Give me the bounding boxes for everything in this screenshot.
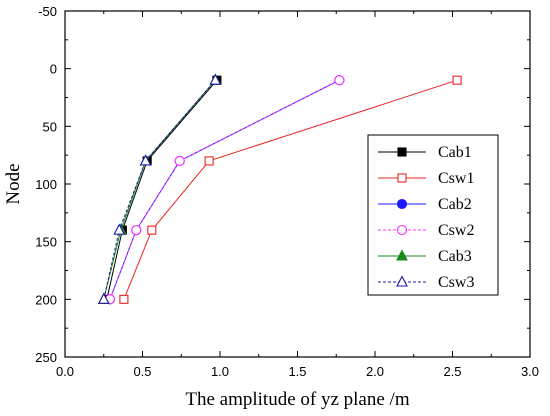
data-point-csw3 [209, 73, 222, 85]
plot-frame [64, 10, 531, 358]
x-tick-label: 0.0 [56, 364, 74, 379]
series-cab3 [97, 73, 222, 304]
y-tick-label: -50 [38, 4, 57, 19]
legend-label: Cab3 [438, 248, 472, 265]
series-line-csw3 [103, 79, 216, 300]
legend-item-csw1: Csw1 [378, 170, 474, 187]
y-tick-label: 150 [35, 235, 57, 250]
series-line-csw2 [109, 79, 340, 300]
x-tick-label: 3.0 [521, 364, 539, 379]
series-csw1 [119, 75, 462, 304]
data-point-csw3 [113, 223, 126, 235]
legend-marker [397, 147, 407, 157]
legend-marker [396, 224, 408, 236]
series-line-csw1 [123, 79, 458, 300]
data-point-csw1 [147, 225, 157, 235]
x-tick-label: 0.5 [133, 364, 151, 379]
x-tick-label: 1.0 [211, 364, 229, 379]
legend-item-cab1: Cab1 [378, 144, 472, 161]
data-point-csw1 [452, 75, 462, 85]
x-axis-title: The amplitude of yz plane /m [185, 389, 409, 410]
data-point-csw1 [204, 156, 214, 166]
series-cab2 [104, 75, 345, 305]
y-tick-label: 100 [35, 177, 57, 192]
x-tick-label: 2.0 [366, 364, 384, 379]
series-csw2 [104, 75, 345, 305]
legend-label: Csw3 [438, 274, 474, 291]
series-csw3 [97, 73, 222, 304]
legend-item-csw2: Csw2 [378, 222, 474, 239]
legend-marker [396, 249, 408, 261]
legend-marker [397, 173, 407, 183]
legend-marker [396, 275, 408, 287]
legend-item-cab3: Cab3 [378, 248, 472, 265]
legend-box [367, 134, 499, 296]
y-tick-label: 200 [35, 292, 57, 307]
y-tick-label: 50 [43, 119, 57, 134]
x-tick-label: 1.5 [288, 364, 306, 379]
series-line-cab2 [109, 79, 340, 300]
legend-label: Cab2 [438, 196, 472, 213]
legend-label: Cab1 [438, 144, 472, 161]
legend: Cab1 Csw1 Cab2 Csw2 Cab3 Csw3 [367, 134, 499, 296]
data-point-csw2 [334, 75, 345, 86]
data-point-csw2 [174, 155, 185, 166]
series-line-cab1 [106, 79, 218, 300]
x-tick-label: 2.5 [443, 364, 461, 379]
legend-item-cab2: Cab2 [378, 196, 472, 213]
ticks-layer: 0.0 0.5 1.0 1.5 2.0 2.5 3.0 -50 0 50 100 150 200 250 [35, 4, 539, 379]
data-point-csw2 [131, 225, 142, 236]
y-tick-label: 0 [50, 62, 57, 77]
series-layer [97, 73, 462, 305]
data-point-csw3 [139, 154, 152, 166]
data-point-csw1 [119, 294, 129, 304]
series-line-cab3 [103, 79, 216, 300]
legend-label: Csw2 [438, 222, 474, 239]
data-point-csw3 [97, 292, 110, 304]
y-axis-title: Node [3, 163, 24, 204]
legend-label: Csw1 [438, 170, 474, 187]
y-tick-label: 250 [35, 350, 57, 365]
legend-marker [396, 198, 408, 210]
legend-item-csw3: Csw3 [378, 274, 474, 291]
